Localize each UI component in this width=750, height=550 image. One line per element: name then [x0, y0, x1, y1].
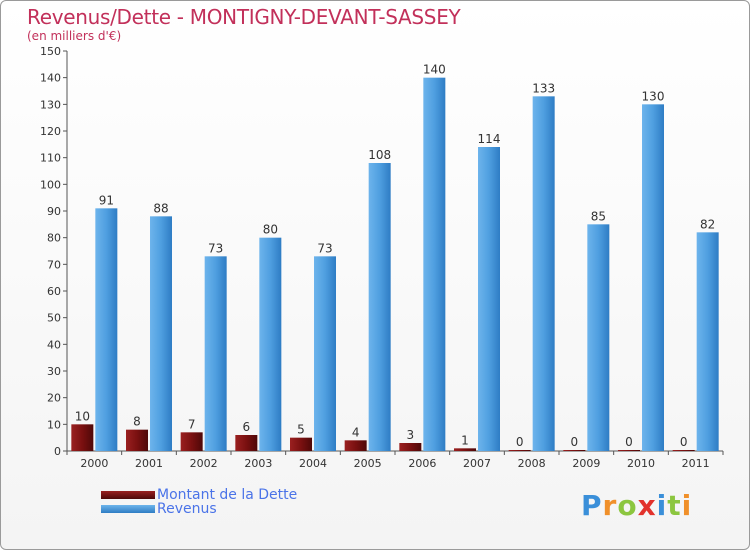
chart-bars	[71, 77, 719, 452]
debt-bar-label: 0	[680, 435, 688, 449]
y-tick-label: 100	[40, 178, 61, 191]
x-tick-label: 2002	[190, 457, 218, 470]
x-tick-label: 2009	[572, 457, 600, 470]
debt-bar-label: 5	[297, 423, 305, 437]
y-tick-label: 80	[47, 232, 61, 245]
revenue-bar-label: 85	[591, 209, 606, 223]
debt-bar-label: 1	[461, 433, 469, 447]
logo-letter: r	[602, 489, 618, 522]
revenue-bar-label: 108	[368, 148, 391, 162]
y-tick-label: 50	[47, 312, 61, 325]
legend-item-revenue: Revenus	[101, 501, 217, 517]
legend-swatch-revenue	[101, 505, 155, 513]
revenue-bar-label: 80	[263, 223, 278, 237]
debt-bar-label: 0	[516, 435, 524, 449]
debt-bar	[235, 435, 258, 451]
revenue-bar-label: 73	[208, 241, 223, 255]
revenue-bar-label: 114	[478, 132, 501, 146]
debt-bar-label: 3	[407, 428, 415, 442]
revenue-bar-label: 73	[317, 241, 332, 255]
y-tick-label: 120	[40, 125, 61, 138]
x-tick-label: 2005	[354, 457, 382, 470]
legend-label-debt: Montant de la Dette	[157, 487, 298, 503]
revenue-bar	[478, 147, 500, 451]
revenue-bar-label: 88	[153, 201, 168, 215]
y-tick-label: 10	[47, 418, 61, 431]
chart-subtitle: (en milliers d'€)	[27, 29, 122, 43]
debt-bar-label: 8	[133, 415, 141, 429]
revenue-bar	[368, 163, 391, 451]
debt-bar	[563, 450, 586, 451]
debt-bar	[618, 450, 640, 451]
chart-title: Revenus/Dette - MONTIGNY-DEVANT-SASSEY	[27, 5, 461, 29]
proxiti-logo: Proxiti	[581, 489, 692, 522]
revenue-bar	[95, 208, 118, 451]
x-tick-label: 2010	[627, 457, 655, 470]
revenue-bar	[696, 232, 719, 451]
x-tick-label: 2003	[244, 457, 272, 470]
debt-bar-label: 4	[352, 425, 360, 439]
logo-letter: i	[681, 489, 693, 522]
y-tick-label: 90	[47, 205, 61, 218]
y-tick-label: 70	[47, 258, 61, 271]
revenue-bar	[204, 256, 227, 451]
y-tick-label: 20	[47, 392, 61, 405]
debt-bar	[344, 440, 367, 451]
revenue-bar	[587, 224, 610, 451]
chart-labels: 1091200088820017732002680200357320044108…	[75, 63, 716, 470]
debt-bar-label: 6	[243, 420, 251, 434]
x-tick-label: 2007	[463, 457, 491, 470]
logo-letter: o	[617, 489, 638, 522]
revenue-bar-label: 82	[700, 217, 715, 231]
y-tick-label: 110	[40, 152, 61, 165]
debt-bar	[399, 443, 422, 451]
x-tick-label: 2011	[682, 457, 710, 470]
y-tick-label: 0	[54, 445, 61, 458]
revenue-bar-label: 130	[642, 89, 665, 103]
debt-bar-label: 0	[571, 435, 579, 449]
x-tick-label: 2006	[408, 457, 436, 470]
logo-letter: x	[637, 489, 657, 522]
revenue-bar	[532, 96, 555, 451]
revenue-bar	[150, 216, 172, 451]
revenue-bar-label: 133	[532, 81, 555, 95]
y-tick-label: 30	[47, 365, 61, 378]
x-tick-label: 2004	[299, 457, 327, 470]
logo-letter: P	[581, 489, 603, 522]
legend-label-revenue: Revenus	[157, 501, 217, 517]
debt-bar-label: 7	[188, 417, 196, 431]
y-tick-label: 40	[47, 338, 61, 351]
debt-bar	[71, 424, 94, 451]
x-tick-label: 2001	[135, 457, 163, 470]
debt-bar	[672, 450, 695, 451]
revenue-bar-label: 91	[99, 193, 114, 207]
y-tick-label: 130	[40, 98, 61, 111]
y-tick-label: 140	[40, 72, 61, 85]
debt-bar-label: 10	[75, 409, 90, 423]
logo-letter: t	[667, 489, 682, 522]
x-tick-label: 2000	[80, 457, 108, 470]
debt-bar	[180, 432, 203, 451]
logo-letter: i	[656, 489, 668, 522]
debt-bar-label: 0	[625, 435, 633, 449]
revenue-bar	[259, 237, 282, 451]
legend-swatch-debt	[101, 491, 155, 499]
debt-bar	[454, 448, 476, 451]
revenue-bar-label: 140	[423, 63, 446, 77]
revenue-bar	[423, 77, 446, 452]
legend-item-debt: Montant de la Dette	[101, 487, 297, 503]
debt-bar	[126, 429, 148, 451]
y-tick-label: 150	[40, 45, 61, 58]
x-tick-label: 2008	[518, 457, 546, 470]
revenue-bar	[642, 104, 664, 451]
debt-bar	[508, 450, 531, 451]
y-tick-label: 60	[47, 285, 61, 298]
debt-bar	[290, 437, 312, 451]
revenue-bar	[314, 256, 336, 451]
